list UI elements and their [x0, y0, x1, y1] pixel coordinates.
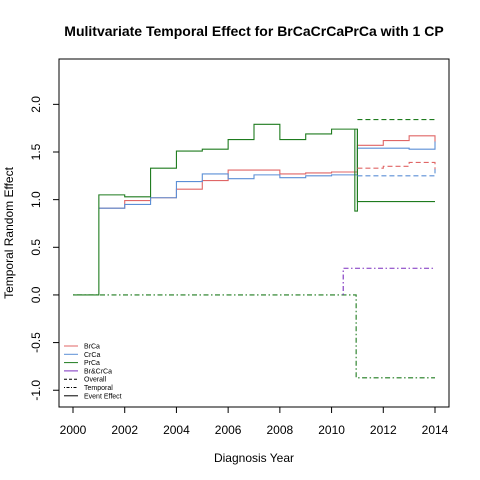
x-tick-label: 2000 — [60, 423, 87, 437]
x-axis-label: Diagnosis Year — [214, 451, 294, 465]
y-axis-label: Temporal Random Effect — [2, 166, 16, 299]
y-tick-label: 0.5 — [29, 239, 43, 256]
y-tick-label: 2.0 — [29, 96, 43, 113]
y-axis: -1.0 -0.5 0.0 0.5 1.0 1.5 2.0 — [29, 96, 59, 401]
legend-label: Overall — [84, 377, 107, 384]
x-tick-label: 2014 — [422, 423, 449, 437]
legend-label: Event Effect — [84, 393, 122, 400]
series-line-8 — [343, 268, 435, 295]
y-tick-label: -1.0 — [29, 380, 43, 401]
plot-frame — [59, 59, 449, 407]
legend-label: BrCa — [84, 344, 100, 351]
series-line-3 — [355, 129, 358, 211]
series-line-2 — [73, 124, 435, 295]
plot-area — [73, 120, 435, 378]
x-tick-label: 2006 — [215, 423, 242, 437]
legend-label: PrCa — [84, 360, 100, 367]
legend-label: CrCa — [84, 352, 100, 359]
series-line-7 — [73, 295, 435, 378]
legend-label: Br&CrCa — [84, 368, 112, 375]
series-line-1 — [99, 142, 435, 209]
y-tick-label: 1.0 — [29, 191, 43, 208]
x-tick-label: 2010 — [318, 423, 345, 437]
x-tick-label: 2012 — [370, 423, 397, 437]
y-tick-label: 1.5 — [29, 143, 43, 160]
y-tick-label: -0.5 — [29, 332, 43, 353]
series-line-4 — [357, 162, 435, 170]
x-tick-label: 2008 — [267, 423, 294, 437]
x-tick-label: 2002 — [111, 423, 138, 437]
x-tick-label: 2004 — [163, 423, 190, 437]
chart-title: Mulitvariate Temporal Effect for BrCaCrC… — [64, 23, 443, 39]
x-axis: 2000 2002 2004 2006 2008 2010 2012 2014 — [60, 407, 449, 437]
series-line-5 — [357, 169, 435, 176]
series-line-0 — [99, 136, 435, 208]
legend-label: Temporal — [84, 385, 113, 392]
y-tick-label: 0.0 — [29, 286, 43, 303]
